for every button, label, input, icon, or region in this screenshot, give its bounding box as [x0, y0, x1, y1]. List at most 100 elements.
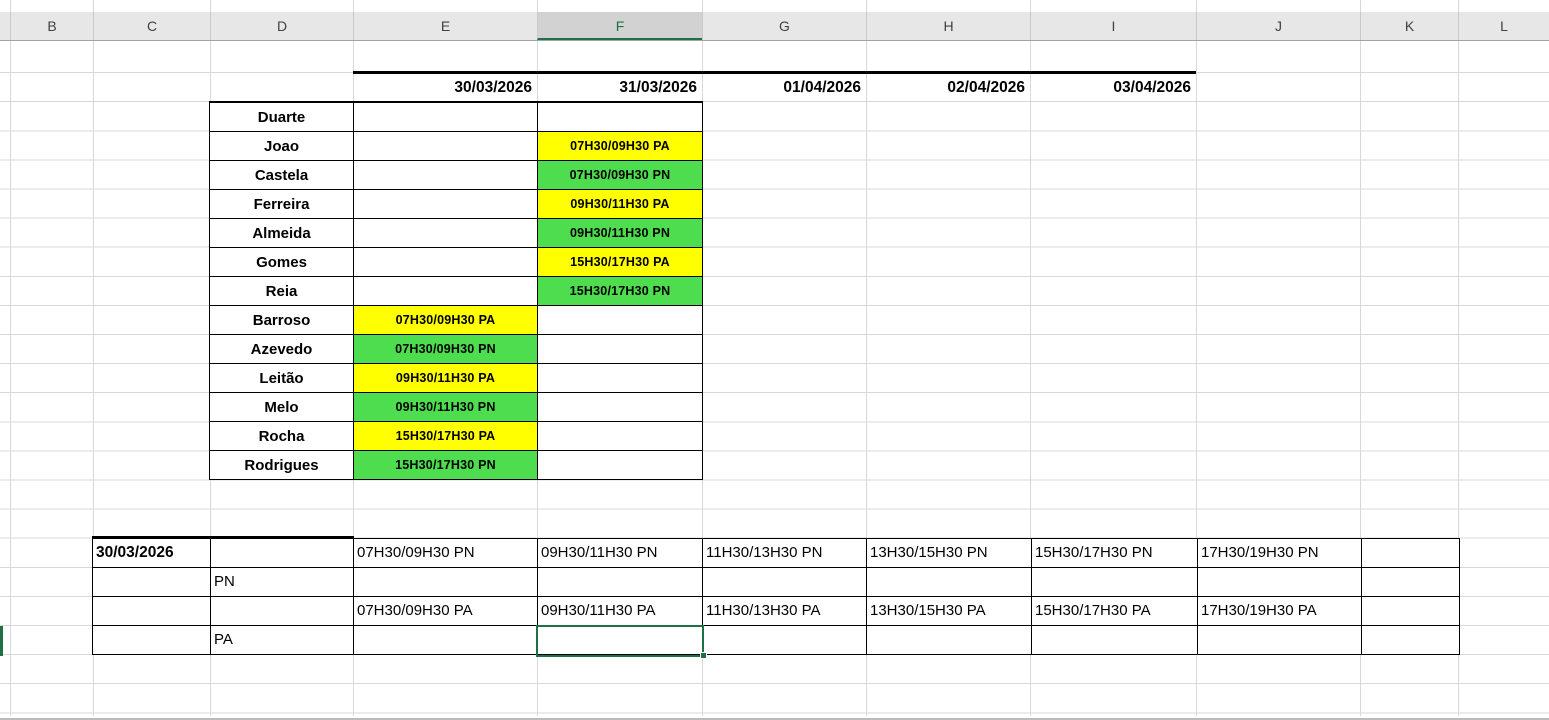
- column-header-g[interactable]: G: [702, 12, 866, 40]
- employee-name-cell[interactable]: Azevedo: [210, 335, 354, 364]
- pa-label-cell[interactable]: PA: [211, 625, 354, 655]
- pa-slot-cell[interactable]: 15H30/17H30 PA: [1032, 596, 1198, 626]
- empty-cell[interactable]: [867, 625, 1032, 655]
- shift-cell[interactable]: [354, 103, 538, 132]
- pn-slot-cell[interactable]: 15H30/17H30 PN: [1032, 538, 1198, 568]
- employee-name-cell[interactable]: Melo: [210, 393, 354, 422]
- column-header-i[interactable]: I: [1030, 12, 1196, 40]
- empty-cell[interactable]: [93, 567, 211, 597]
- shift-cell[interactable]: [538, 103, 703, 132]
- shift-cell[interactable]: [354, 248, 538, 277]
- fill-handle[interactable]: [699, 652, 707, 659]
- shift-cell[interactable]: [354, 219, 538, 248]
- column-header-c[interactable]: C: [93, 12, 210, 40]
- empty-cell[interactable]: [211, 596, 354, 626]
- employee-name-cell[interactable]: Leitão: [210, 364, 354, 393]
- column-header-b[interactable]: B: [10, 12, 93, 40]
- shift-cell[interactable]: [538, 306, 703, 335]
- column-header-f-selected[interactable]: F: [537, 12, 702, 40]
- empty-cell[interactable]: [1362, 625, 1460, 655]
- selected-row-header-edge: [0, 626, 3, 656]
- date-header-02-04[interactable]: 02/04/2026: [947, 79, 1025, 96]
- pn-label-cell[interactable]: PN: [211, 567, 354, 597]
- pa-slot-cell[interactable]: 13H30/15H30 PA: [867, 596, 1032, 626]
- shift-cell[interactable]: 07H30/09H30 PA: [538, 132, 703, 161]
- empty-cell[interactable]: [1032, 567, 1198, 597]
- empty-cell[interactable]: [1032, 625, 1198, 655]
- shift-cell[interactable]: 09H30/11H30 PA: [354, 364, 538, 393]
- empty-cell[interactable]: [538, 567, 703, 597]
- shift-cell[interactable]: 09H30/11H30 PA: [538, 190, 703, 219]
- shift-cell[interactable]: [538, 335, 703, 364]
- pn-slot-cell[interactable]: 07H30/09H30 PN: [354, 538, 538, 568]
- pn-slot-cell[interactable]: 11H30/13H30 PN: [703, 538, 867, 568]
- date-header-31-03[interactable]: 31/03/2026: [619, 79, 697, 96]
- empty-cell[interactable]: [93, 596, 211, 626]
- shift-cell[interactable]: [354, 190, 538, 219]
- column-header-j[interactable]: J: [1196, 12, 1360, 40]
- employee-name-cell[interactable]: Rodrigues: [210, 451, 354, 480]
- shift-cell[interactable]: [354, 132, 538, 161]
- shift-cell[interactable]: 15H30/17H30 PN: [538, 277, 703, 306]
- employee-shift-table: Duarte Joao 07H30/09H30 PA Castela 07H30…: [209, 101, 703, 480]
- empty-cell[interactable]: [1362, 567, 1460, 597]
- pa-slot-cell[interactable]: 17H30/19H30 PA: [1198, 596, 1362, 626]
- gridline-col-g-h: [866, 0, 867, 716]
- pa-slot-cell[interactable]: 11H30/13H30 PA: [703, 596, 867, 626]
- empty-cell[interactable]: [1362, 538, 1460, 568]
- column-header-h[interactable]: H: [866, 12, 1030, 40]
- shift-cell[interactable]: 15H30/17H30 PA: [354, 422, 538, 451]
- empty-cell[interactable]: [93, 625, 211, 655]
- empty-cell[interactable]: [703, 567, 867, 597]
- column-header-d[interactable]: D: [210, 12, 353, 40]
- employee-name-cell[interactable]: Rocha: [210, 422, 354, 451]
- employee-name-cell[interactable]: Joao: [210, 132, 354, 161]
- shift-cell[interactable]: [354, 161, 538, 190]
- shift-cell[interactable]: [538, 364, 703, 393]
- date-header-01-04[interactable]: 01/04/2026: [783, 79, 861, 96]
- column-header-l[interactable]: L: [1458, 12, 1549, 40]
- shift-cell[interactable]: [538, 451, 703, 480]
- shift-cell[interactable]: [354, 277, 538, 306]
- employee-name-cell[interactable]: Ferreira: [210, 190, 354, 219]
- column-header-band: B C D E F G H I J K L: [0, 12, 1549, 41]
- pn-slot-cell[interactable]: 09H30/11H30 PN: [538, 538, 703, 568]
- thick-top-border: [353, 70, 1196, 74]
- timeslot-reference-table: 30/03/2026 07H30/09H30 PN 09H30/11H30 PN…: [92, 537, 1460, 655]
- column-header-e[interactable]: E: [353, 12, 537, 40]
- empty-cell[interactable]: [354, 625, 538, 655]
- employee-name-cell[interactable]: Gomes: [210, 248, 354, 277]
- empty-cell[interactable]: [1362, 596, 1460, 626]
- empty-cell[interactable]: [1198, 567, 1362, 597]
- shift-cell[interactable]: 07H30/09H30 PN: [538, 161, 703, 190]
- employee-name-cell[interactable]: Castela: [210, 161, 354, 190]
- empty-cell[interactable]: [211, 538, 354, 568]
- shift-cell[interactable]: 15H30/17H30 PN: [354, 451, 538, 480]
- gridline-col-i-j: [1196, 0, 1197, 716]
- shift-cell[interactable]: 07H30/09H30 PA: [354, 306, 538, 335]
- employee-name-cell[interactable]: Almeida: [210, 219, 354, 248]
- pa-slot-cell[interactable]: 07H30/09H30 PA: [354, 596, 538, 626]
- employee-name-cell[interactable]: Barroso: [210, 306, 354, 335]
- employee-name-cell[interactable]: Duarte: [210, 103, 354, 132]
- pn-slot-cell[interactable]: 17H30/19H30 PN: [1198, 538, 1362, 568]
- pa-slot-cell[interactable]: 09H30/11H30 PA: [538, 596, 703, 626]
- employee-name-cell[interactable]: Reia: [210, 277, 354, 306]
- date-header-03-04[interactable]: 03/04/2026: [1113, 79, 1191, 96]
- shift-cell[interactable]: 09H30/11H30 PN: [354, 393, 538, 422]
- empty-cell[interactable]: [867, 567, 1032, 597]
- bottom-date-cell[interactable]: 30/03/2026: [93, 538, 211, 568]
- empty-cell[interactable]: [354, 567, 538, 597]
- empty-cell[interactable]: [703, 625, 867, 655]
- sheet-bottom-edge: [0, 718, 1549, 720]
- shift-cell[interactable]: [538, 422, 703, 451]
- shift-cell[interactable]: 07H30/09H30 PN: [354, 335, 538, 364]
- pn-slot-cell[interactable]: 13H30/15H30 PN: [867, 538, 1032, 568]
- shift-cell[interactable]: 15H30/17H30 PA: [538, 248, 703, 277]
- column-header-k[interactable]: K: [1360, 12, 1458, 40]
- shift-cell[interactable]: [538, 393, 703, 422]
- empty-cell[interactable]: [1198, 625, 1362, 655]
- shift-cell[interactable]: 09H30/11H30 PN: [538, 219, 703, 248]
- date-header-30-03[interactable]: 30/03/2026: [454, 79, 532, 96]
